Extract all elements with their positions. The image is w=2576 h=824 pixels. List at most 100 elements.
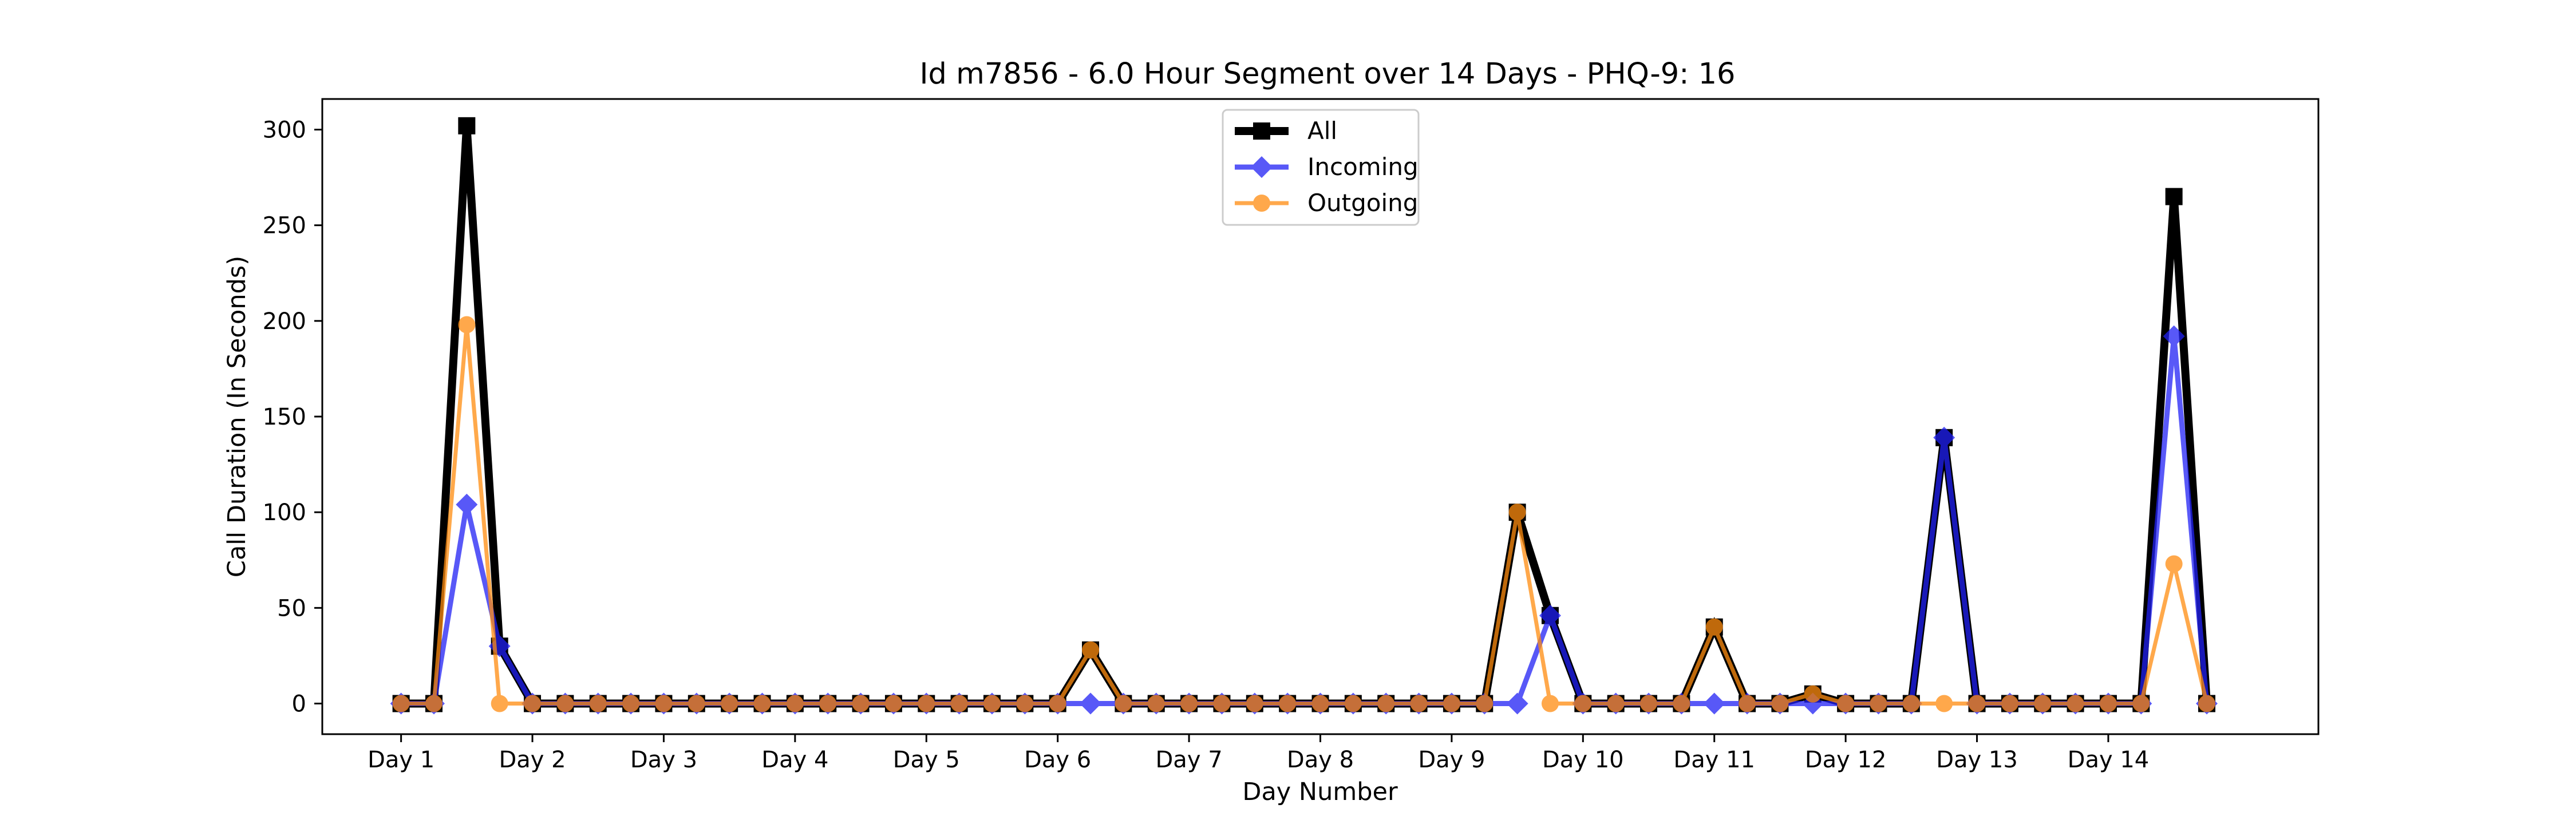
data-point-2-53 [2132, 695, 2150, 712]
data-point-2-48 [1968, 695, 1986, 712]
x-tick-label-12: Day 13 [1936, 747, 2018, 773]
x-tick-label-5: Day 6 [1024, 747, 1091, 773]
data-point-2-34 [1508, 504, 1526, 521]
data-point-2-26 [1246, 695, 1263, 712]
data-point-2-33 [1476, 695, 1494, 712]
x-tick-label-10: Day 11 [1673, 747, 1755, 773]
data-point-2-6 [589, 695, 607, 712]
y-tick-label-5: 250 [263, 213, 306, 239]
data-point-2-32 [1443, 695, 1460, 712]
x-tick-label-4: Day 5 [893, 747, 960, 773]
legend-marker-2 [1253, 195, 1270, 212]
y-axis: 0 50 100 150 200 250 300 [263, 117, 322, 718]
data-point-2-8 [655, 695, 673, 712]
data-point-2-38 [1640, 695, 1658, 712]
data-point-2-37 [1607, 695, 1625, 712]
data-point-2-21 [1082, 641, 1100, 659]
x-tick-label-6: Day 7 [1156, 747, 1223, 773]
data-point-2-10 [721, 695, 738, 712]
data-point-2-24 [1180, 695, 1198, 712]
data-point-2-23 [1147, 695, 1165, 712]
data-point-2-7 [622, 695, 640, 712]
data-point-2-47 [1935, 695, 1953, 712]
data-point-2-11 [753, 695, 771, 712]
data-point-2-13 [819, 695, 837, 712]
data-point-2-52 [2099, 695, 2117, 712]
series-layer [390, 117, 2218, 715]
data-point-2-18 [983, 695, 1001, 712]
data-point-2-17 [950, 695, 968, 712]
data-point-0-2 [458, 117, 476, 134]
legend-entry-2 [1235, 195, 1289, 212]
x-tick-label-3: Day 4 [761, 747, 828, 773]
data-point-1-21 [1080, 692, 1102, 715]
x-axis-label: Day Number [1242, 778, 1398, 806]
x-tick-label-1: Day 2 [499, 747, 566, 773]
x-axis: Day 1 Day 2 Day 3 Day 4 Day 5 Day 6 Day 7 Day 8… [368, 734, 2149, 773]
x-tick-label-11: Day 12 [1805, 747, 1887, 773]
data-point-2-49 [2001, 695, 2018, 712]
data-point-2-41 [1739, 695, 1756, 712]
data-point-0-54 [2165, 188, 2183, 205]
data-point-2-55 [2198, 695, 2216, 712]
y-tick-label-4: 200 [263, 308, 306, 335]
data-point-2-45 [1870, 695, 1887, 712]
data-point-1-40 [1703, 692, 1725, 715]
data-point-2-36 [1574, 695, 1592, 712]
data-point-1-34 [1506, 692, 1528, 715]
data-point-2-5 [556, 695, 574, 712]
data-point-2-12 [786, 695, 804, 712]
x-tick-label-0: Day 1 [368, 747, 434, 773]
data-point-2-39 [1673, 695, 1690, 712]
data-point-2-29 [1344, 695, 1362, 712]
data-point-1-35 [1539, 604, 1561, 627]
data-point-2-1 [425, 695, 442, 712]
legend-label-0: All [1307, 117, 1337, 145]
data-point-2-42 [1771, 695, 1789, 712]
data-point-2-2 [458, 316, 476, 334]
legend-marker-1 [1251, 156, 1273, 178]
data-point-2-19 [1016, 695, 1034, 712]
data-point-2-40 [1705, 618, 1723, 636]
data-point-2-14 [852, 695, 870, 712]
data-point-1-54 [2163, 325, 2185, 347]
data-point-1-2 [456, 493, 478, 516]
y-tick-label-3: 150 [263, 404, 306, 430]
y-tick-label-2: 100 [263, 500, 306, 526]
data-point-2-25 [1213, 695, 1231, 712]
legend-entry-0 [1235, 122, 1289, 140]
x-tick-label-7: Day 8 [1287, 747, 1354, 773]
data-point-2-28 [1311, 695, 1329, 712]
chart-title: Id m7856 - 6.0 Hour Segment over 14 Days… [920, 57, 1736, 91]
data-point-2-3 [491, 695, 508, 712]
data-point-2-16 [918, 695, 935, 712]
data-point-2-30 [1377, 695, 1395, 712]
y-axis-label: Call Duration (In Seconds) [223, 256, 251, 577]
legend-marker-0 [1253, 122, 1270, 140]
data-point-2-50 [2034, 695, 2052, 712]
data-point-2-43 [1804, 685, 1822, 703]
legend-label-1: Incoming [1307, 153, 1419, 181]
legend-box [1222, 109, 1420, 226]
data-point-2-27 [1279, 695, 1297, 712]
data-point-2-0 [392, 695, 410, 712]
legend-entries: All Incoming Outgoing [1235, 117, 1419, 217]
x-tick-label-13: Day 14 [2068, 747, 2150, 773]
data-point-2-35 [1541, 695, 1559, 712]
data-point-2-22 [1115, 695, 1132, 712]
x-tick-label-8: Day 9 [1418, 747, 1485, 773]
y-tick-label-1: 50 [277, 595, 306, 621]
series-2 [392, 316, 2216, 712]
data-point-2-46 [1902, 695, 1920, 712]
data-point-2-31 [1410, 695, 1428, 712]
data-point-2-51 [2067, 695, 2084, 712]
data-point-2-20 [1049, 695, 1066, 712]
data-point-2-54 [2165, 555, 2183, 573]
legend: All Incoming Outgoing [1222, 109, 1420, 226]
legend-label-2: Outgoing [1307, 189, 1418, 217]
y-tick-label-6: 300 [263, 117, 306, 143]
data-point-2-15 [884, 695, 902, 712]
data-point-2-4 [524, 695, 542, 712]
